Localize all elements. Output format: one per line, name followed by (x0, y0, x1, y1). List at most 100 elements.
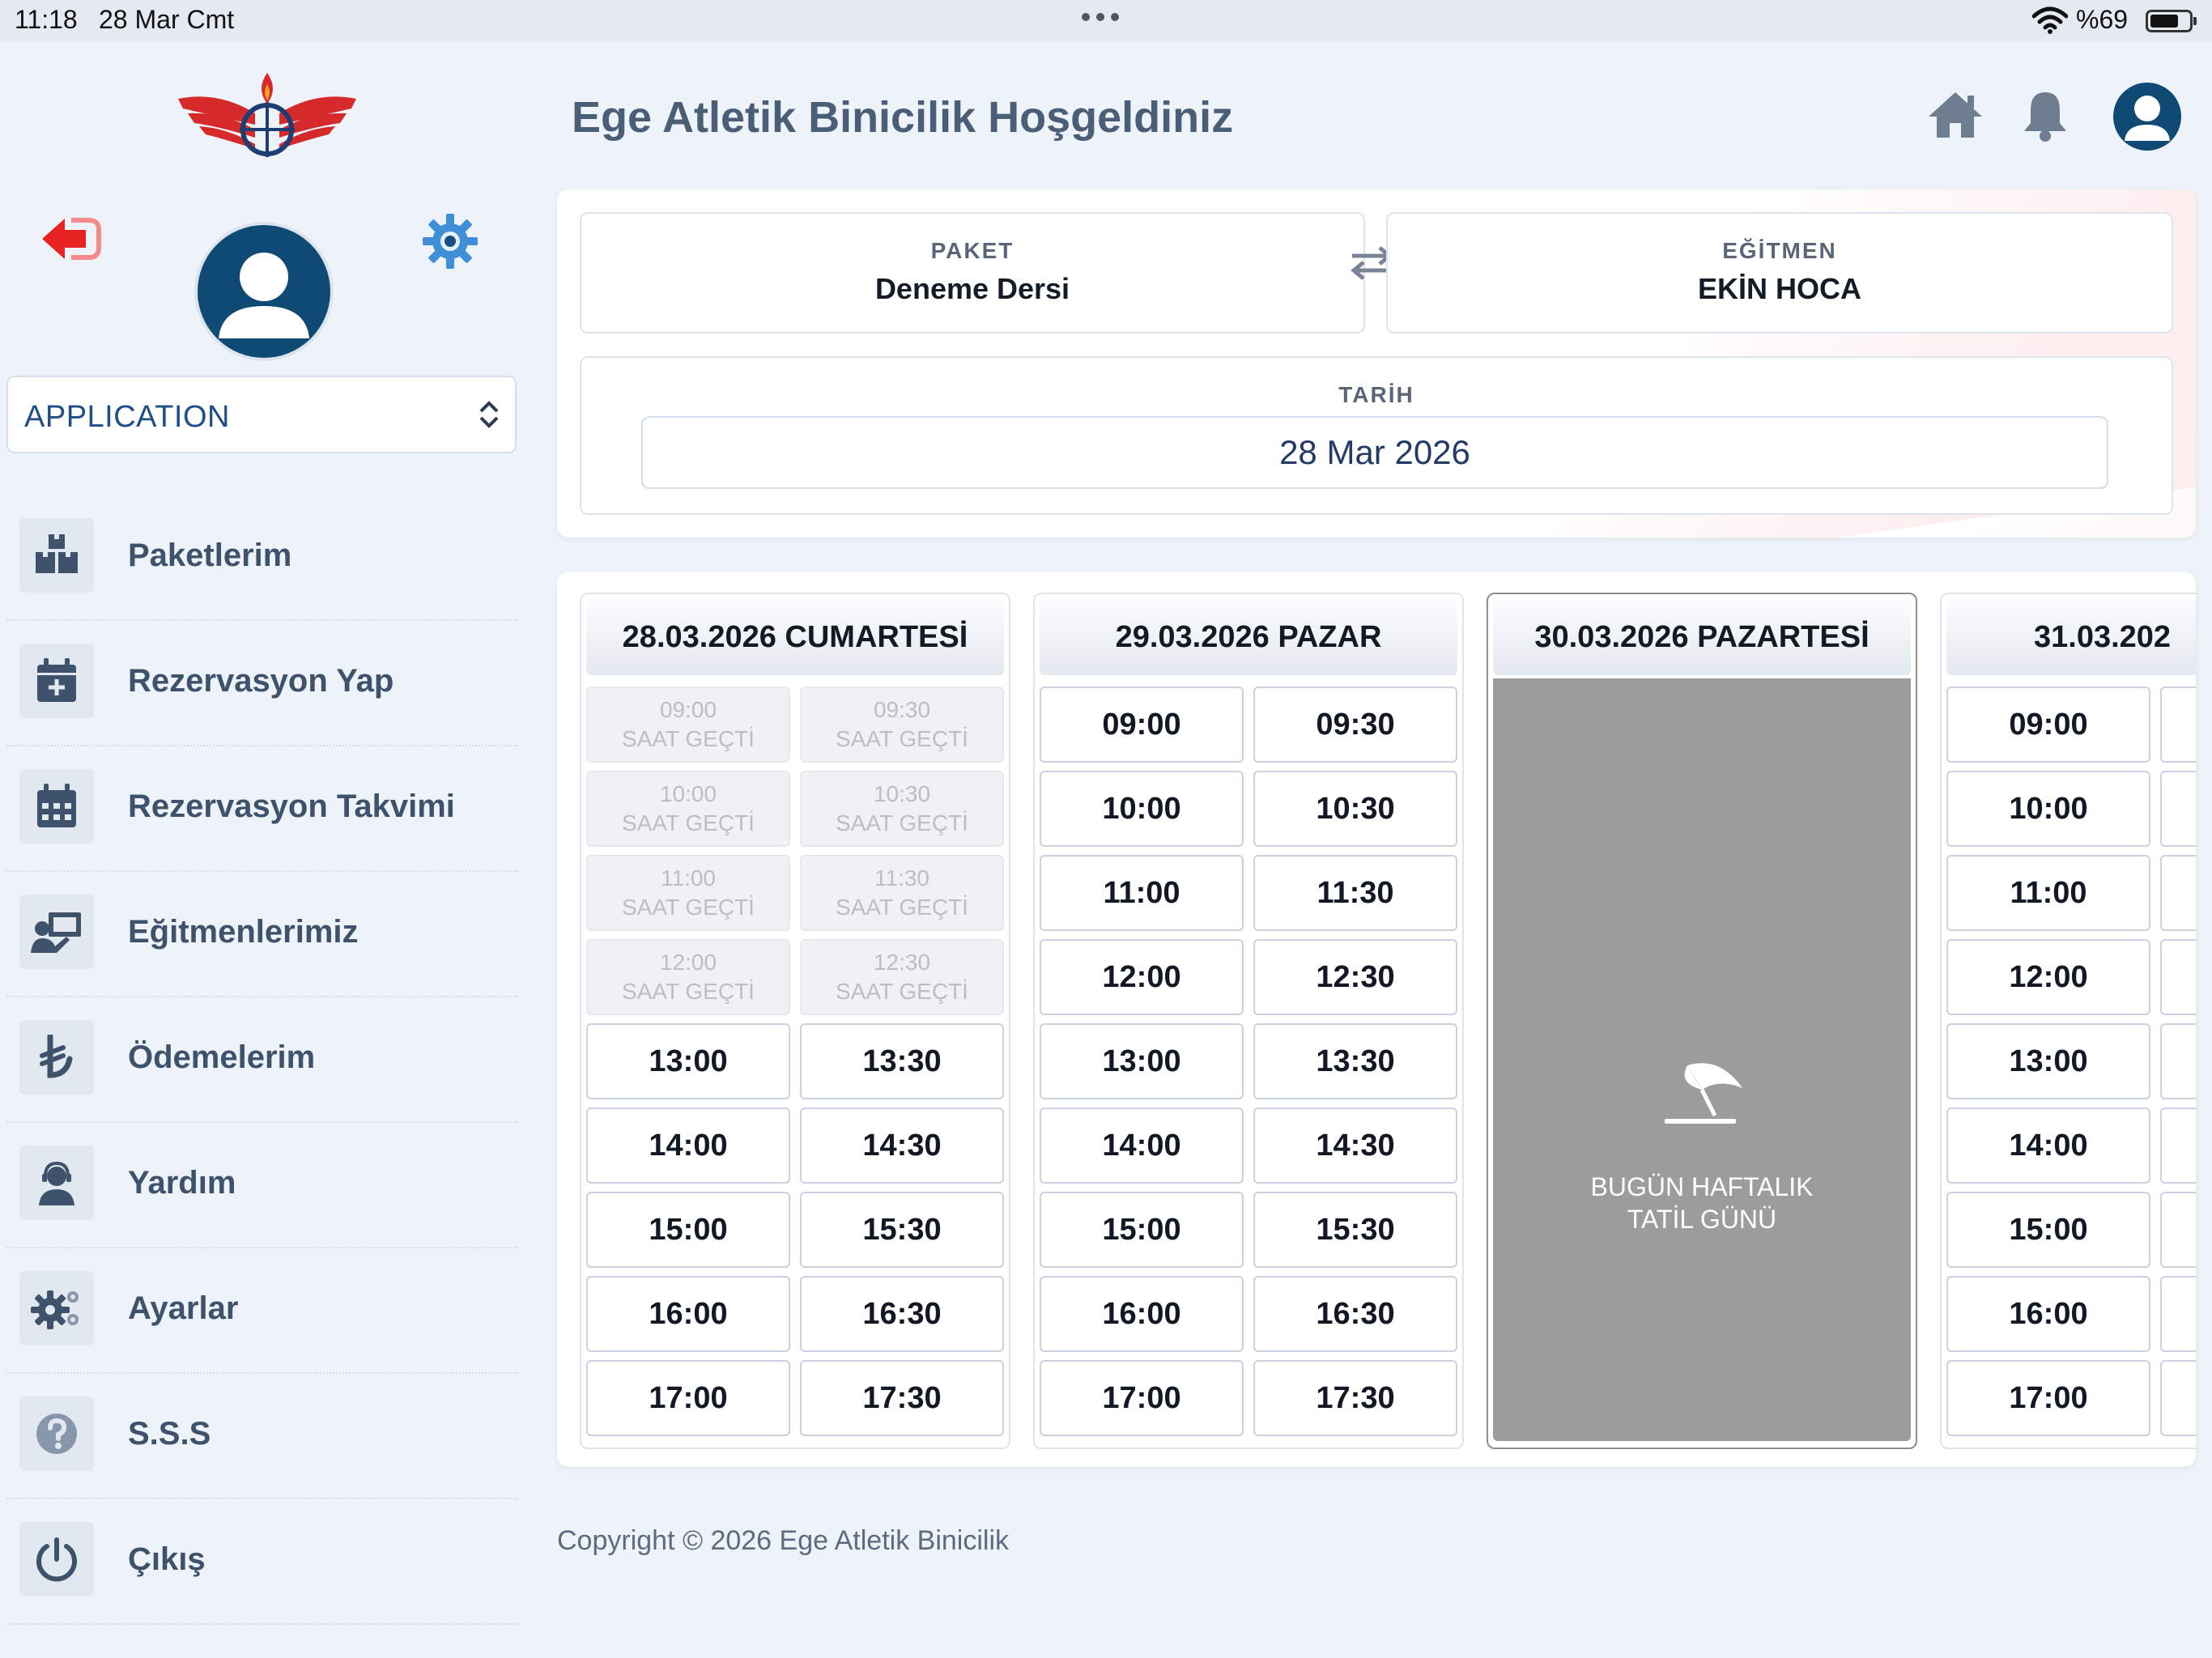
sidebar-item-rezervasyon-takvimi[interactable]: Rezervasyon Takvimi (6, 746, 518, 872)
holiday-text: BUGÜN HAFTALIK TATİL GÜNÜ (1590, 1172, 1814, 1234)
package-selector[interactable]: PAKET Deneme Dersi (580, 212, 1365, 334)
time-slot[interactable]: 12:00 (1040, 939, 1244, 1015)
day-column-holiday: 30.03.2026 PAZARTESİ BUGÜN HAFTALIK TATİ… (1487, 593, 1917, 1449)
time-slot[interactable] (2160, 687, 2196, 763)
sidebar-item-label: Çıkış (128, 1541, 206, 1577)
time-slot[interactable]: 14:00 (586, 1107, 790, 1184)
instructor-value: EKİN HOCA (1697, 272, 1861, 305)
time-slot[interactable]: 11:00 (1040, 855, 1244, 931)
time-slot[interactable]: 16:00 (586, 1276, 790, 1352)
time-slot[interactable] (2160, 771, 2196, 847)
time-slot[interactable]: 17:30 (1253, 1360, 1457, 1436)
time-slot[interactable] (2160, 1360, 2196, 1436)
sidebar-item-label: Eğitmenlerimiz (128, 914, 359, 950)
day-header: 31.03.202 (1946, 599, 2196, 675)
time-slot[interactable]: 12:00 (1946, 939, 2150, 1015)
time-slot[interactable] (2160, 855, 2196, 931)
instructor-selector[interactable]: EĞİTMEN EKİN HOCA (1386, 212, 2173, 334)
time-slot[interactable]: 16:00 (1946, 1276, 2150, 1352)
package-caption: PAKET (930, 238, 1015, 263)
sidebar-item-paketlerim[interactable]: Paketlerim (6, 495, 518, 621)
time-slot[interactable] (2160, 1023, 2196, 1099)
time-slot[interactable]: 09:00 (1946, 687, 2150, 763)
footer-copyright: Copyright © 2026 Ege Atletik Binicilik (557, 1525, 1009, 1556)
time-slot[interactable]: 13:00 (1946, 1023, 2150, 1099)
header-avatar[interactable] (2113, 83, 2181, 151)
lira-icon (19, 1020, 94, 1095)
time-slot[interactable]: 17:30 (800, 1360, 1004, 1436)
sidebar-item-yardim[interactable]: Yardım (6, 1123, 518, 1248)
sidebar-item-sss[interactable]: S.S.S (6, 1374, 518, 1499)
package-value: Deneme Dersi (874, 272, 1070, 305)
time-slot-past: 12:00 SAAT GEÇTİ (586, 939, 790, 1015)
time-slot[interactable]: 10:00 (1946, 771, 2150, 847)
settings-gear-icon[interactable] (421, 212, 479, 270)
sidebar-menu: Paketlerim Rezervasyon Yap Rezervasyon T… (6, 495, 518, 1625)
time-slot[interactable]: 16:30 (1253, 1276, 1457, 1352)
time-slot[interactable]: 16:00 (1040, 1276, 1244, 1352)
power-icon (19, 1522, 94, 1596)
time-slot[interactable]: 13:30 (1253, 1023, 1457, 1099)
time-slot[interactable]: 14:30 (800, 1107, 1004, 1184)
time-slot[interactable]: 15:30 (1253, 1192, 1457, 1268)
profile-avatar[interactable] (194, 222, 334, 361)
user-icon (2125, 96, 2170, 141)
time-slot[interactable]: 17:00 (1946, 1360, 2150, 1436)
boxes-icon (19, 518, 94, 593)
page-title: Ege Atletik Binicilik Hoşgeldiniz (572, 93, 1234, 142)
time-slot-past: 10:30 SAAT GEÇTİ (800, 771, 1004, 847)
time-slot[interactable]: 14:00 (1946, 1107, 2150, 1184)
exit-arrow-icon[interactable] (40, 212, 105, 266)
time-slot[interactable]: 15:00 (586, 1192, 790, 1268)
sidebar-item-label: Ayarlar (128, 1290, 239, 1326)
time-slot[interactable]: 14:00 (1040, 1107, 1244, 1184)
day-column: 31.03.202 09:00 10:00 11:00 12:00 13:00 … (1940, 593, 2196, 1449)
time-slot[interactable]: 15:00 (1946, 1192, 2150, 1268)
time-slot[interactable]: 17:00 (1040, 1360, 1244, 1436)
time-slot-past: 11:30 SAAT GEÇTİ (800, 855, 1004, 931)
sidebar-item-cikis[interactable]: Çıkış (6, 1499, 518, 1625)
sidebar-item-ayarlar[interactable]: Ayarlar (6, 1248, 518, 1374)
time-slot[interactable] (2160, 939, 2196, 1015)
calendar-plus-icon (19, 644, 94, 718)
time-slot[interactable]: 13:30 (800, 1023, 1004, 1099)
multitask-dots-icon[interactable] (1082, 13, 1119, 21)
time-slot[interactable] (2160, 1107, 2196, 1184)
time-slot-past: 10:00 SAAT GEÇTİ (586, 771, 790, 847)
bell-icon[interactable] (2021, 89, 2069, 142)
time-slot[interactable]: 16:30 (800, 1276, 1004, 1352)
sidebar: APPLICATION Paketlerim Rezervasyon Yap R… (0, 42, 526, 1658)
reservation-calendar: 28.03.2026 CUMARTESİ 09:00 SAAT GEÇTİ 09:… (557, 572, 2196, 1467)
workspace-select[interactable]: APPLICATION (6, 376, 517, 453)
sidebar-item-odemelerim[interactable]: Ödemelerim (6, 997, 518, 1123)
time-slot[interactable]: 09:00 (1040, 687, 1244, 763)
time-slot[interactable]: 15:00 (1040, 1192, 1244, 1268)
date-input[interactable]: 28 Mar 2026 (641, 416, 2108, 489)
brand-logo (178, 73, 356, 157)
time-slot[interactable] (2160, 1276, 2196, 1352)
battery-icon (2146, 10, 2197, 32)
time-slot[interactable]: 13:00 (586, 1023, 790, 1099)
time-slot[interactable]: 09:30 (1253, 687, 1457, 763)
wifi-icon (2032, 6, 2068, 34)
sidebar-item-rezervasyon-yap[interactable]: Rezervasyon Yap (6, 621, 518, 746)
day-column: 29.03.2026 PAZAR 09:00 09:30 10:00 10:30… (1033, 593, 1464, 1449)
calendar-grid-icon (19, 769, 94, 844)
time-slot[interactable]: 17:00 (586, 1360, 790, 1436)
home-icon[interactable] (1927, 89, 1984, 141)
time-slot[interactable]: 12:30 (1253, 939, 1457, 1015)
sidebar-item-label: Ödemelerim (128, 1039, 316, 1075)
time-slot[interactable]: 15:30 (800, 1192, 1004, 1268)
time-slot-past: 09:30 SAAT GEÇTİ (800, 687, 1004, 763)
time-slot[interactable]: 10:30 (1253, 771, 1457, 847)
time-slot[interactable]: 11:00 (1946, 855, 2150, 931)
time-slot[interactable]: 14:30 (1253, 1107, 1457, 1184)
sidebar-item-egitmenlerimiz[interactable]: Eğitmenlerimiz (6, 872, 518, 997)
question-icon (19, 1397, 94, 1471)
time-slot[interactable]: 13:00 (1040, 1023, 1244, 1099)
day-header: 28.03.2026 CUMARTESİ (586, 599, 1004, 675)
time-slot[interactable]: 10:00 (1040, 771, 1244, 847)
time-slot[interactable]: 11:30 (1253, 855, 1457, 931)
time-slot[interactable] (2160, 1192, 2196, 1268)
time-slot-past: 12:30 SAAT GEÇTİ (800, 939, 1004, 1015)
